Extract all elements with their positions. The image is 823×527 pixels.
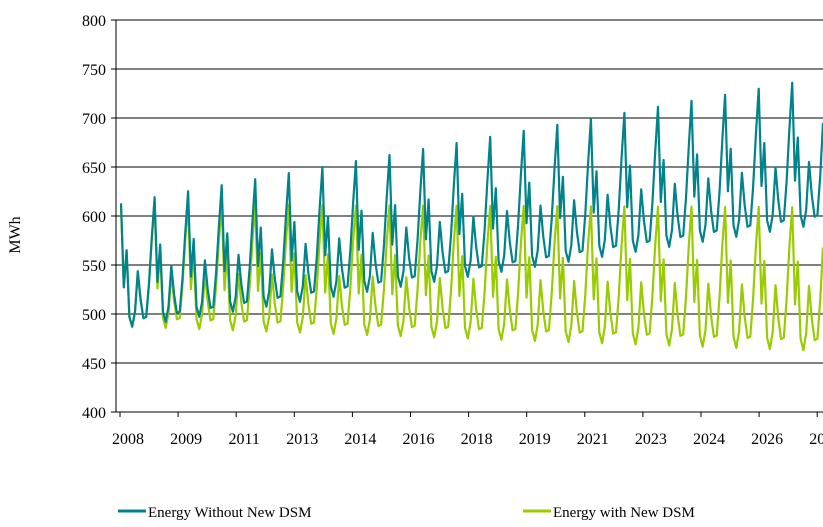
y-tick-label: 800 [82,13,106,30]
x-tick-label: 2013 [286,431,318,448]
y-tick-label: 600 [82,209,106,226]
x-tick-label: 2009 [170,431,202,448]
series-energy-without-new-dsm [119,81,823,328]
x-tick-label: 2011 [228,431,259,448]
y-tick-label: 750 [82,62,106,79]
x-tick-label: 2021 [577,431,609,448]
legend: Energy Without New DSM Energy with New DS… [118,505,695,521]
legend-label: Energy Without New DSM [148,505,311,521]
y-tick-label: 700 [82,111,106,128]
x-tick-label: 2028 [809,431,823,448]
y-axis-ticks: 400 450 500 550 600 650 700 750 800 [82,13,116,422]
x-tick-label: 2023 [635,431,667,448]
y-tick-label: 550 [82,258,106,275]
x-tick-label: 2008 [112,431,144,448]
x-tick-label: 2018 [461,431,493,448]
x-tick-label: 2014 [344,431,376,448]
legend-label: Energy with New DSM [553,505,695,521]
y-axis-title: MWh [7,216,24,253]
y-tick-label: 500 [82,307,106,324]
y-tick-label: 400 [82,405,106,422]
x-tick-label: 2024 [693,431,725,448]
y-tick-label: 650 [82,160,106,177]
series-energy-with-new-dsm [119,203,823,352]
y-tick-label: 450 [82,356,106,373]
x-tick-label: 2026 [751,431,783,448]
x-tick-label: 2016 [403,431,435,448]
gridlines [116,19,823,413]
x-axis-ticks: 2008 2009 2011 2013 2014 2016 2018 2019 2021 2023… [112,412,823,448]
x-tick-label: 2019 [519,431,551,448]
series-lines [119,81,823,352]
